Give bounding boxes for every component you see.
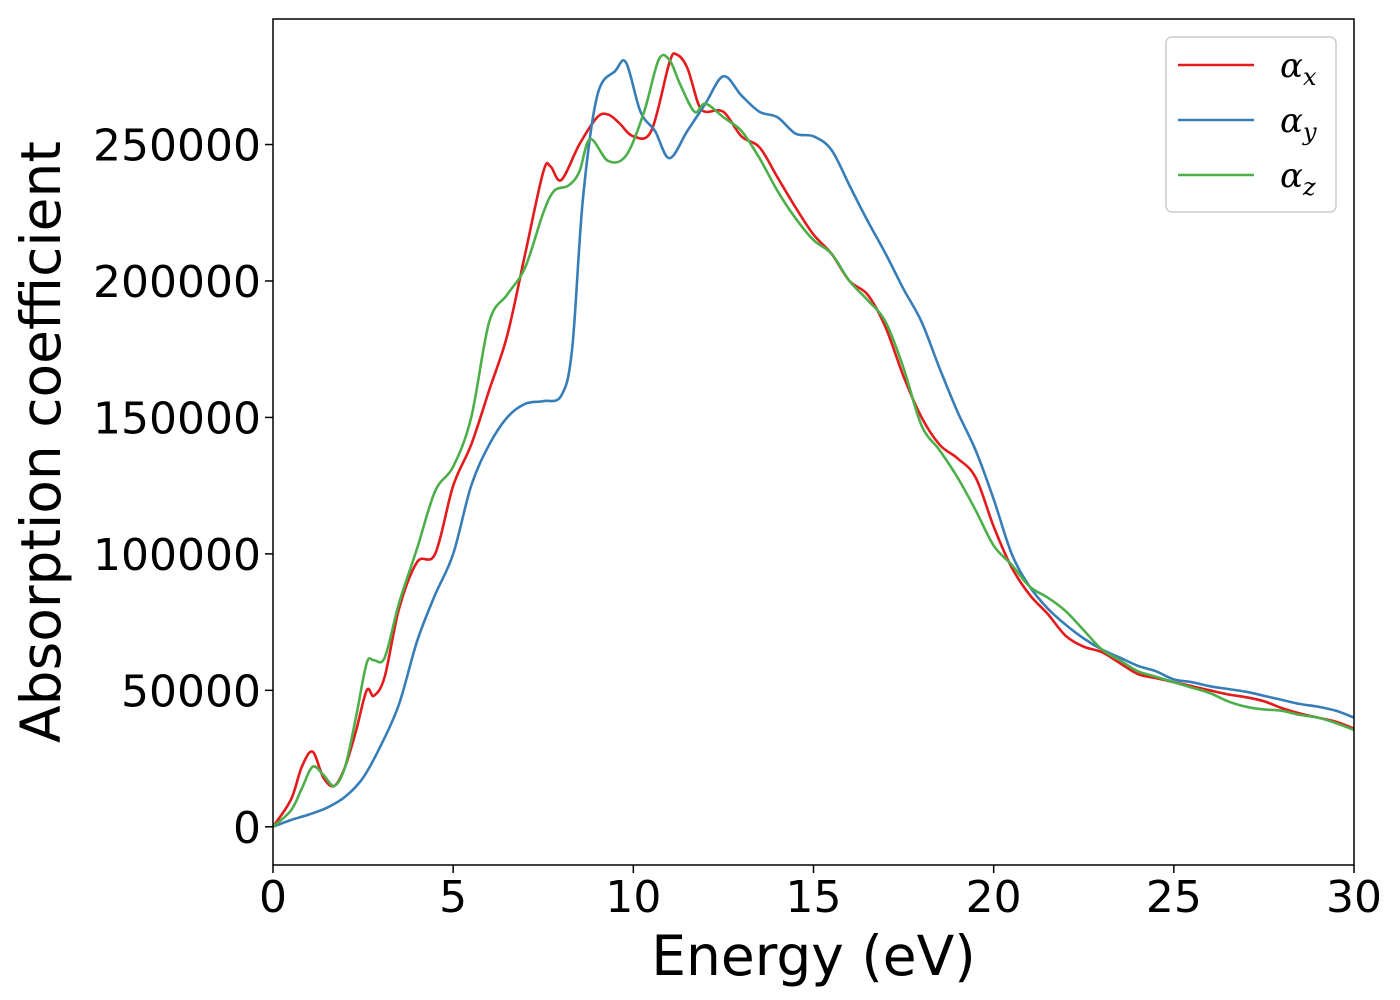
series-line-z: [272, 53, 1355, 828]
y-axis: 0 50000 100000 150000 200000 250000: [93, 121, 273, 854]
y-tick-label: 50000: [121, 666, 261, 717]
legend-box: [1165, 36, 1337, 213]
legend: αx αy αz: [1165, 36, 1337, 213]
x-axis-title: Energy (eV): [651, 924, 975, 988]
x-axis: 0 5 10 15 20 25 30: [259, 865, 1382, 923]
x-tick-label: 0: [259, 872, 287, 923]
legend-label-y: αy: [1280, 101, 1317, 146]
series-layer: [271, 52, 1355, 829]
y-tick-label: 150000: [93, 393, 261, 444]
x-tick-label: 20: [966, 872, 1022, 923]
y-tick-label: 100000: [93, 530, 261, 581]
y-tick-label: 250000: [93, 121, 261, 172]
series-line-y: [272, 58, 1355, 829]
legend-label-z: αz: [1280, 156, 1316, 201]
y-tick-label: 0: [233, 803, 261, 854]
y-axis-title: Absorption coefficient: [9, 141, 73, 743]
x-tick-label: 25: [1146, 872, 1202, 923]
x-tick-label: 10: [605, 872, 661, 923]
y-tick-label: 200000: [93, 257, 261, 308]
series-line-x: [271, 52, 1355, 828]
x-tick-label: 5: [439, 872, 467, 923]
x-tick-label: 30: [1326, 872, 1382, 923]
x-tick-label: 15: [786, 872, 842, 923]
legend-label-x: αx: [1280, 46, 1317, 91]
